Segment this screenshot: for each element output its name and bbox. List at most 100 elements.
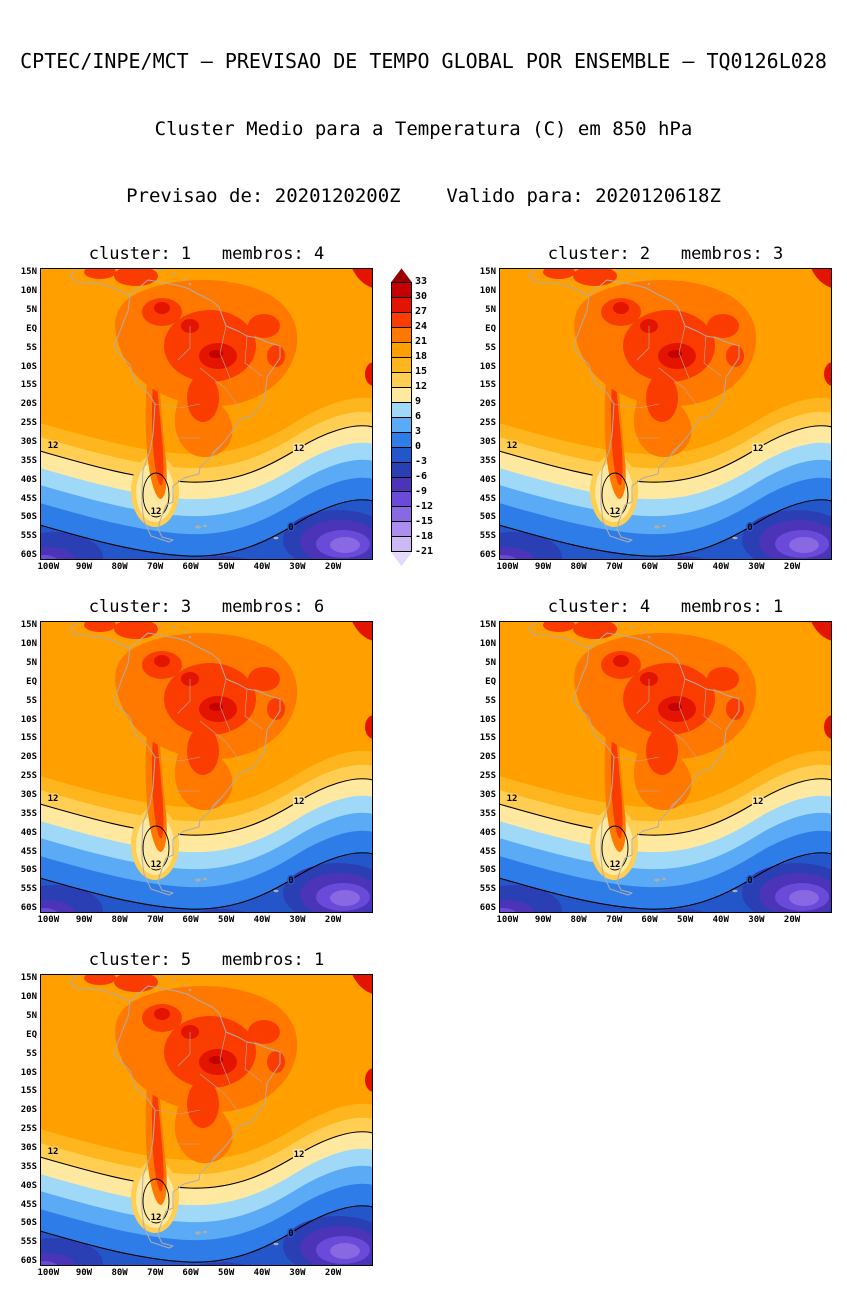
colorbar-color-swatch [391, 343, 412, 358]
lat-tick-label: 40S [20, 474, 37, 485]
lat-tick-label: 50S [479, 865, 496, 876]
lat-tick-label: 30S [20, 437, 37, 448]
lon-tick-label: 100W [37, 915, 60, 926]
colorbar-color-swatch [391, 372, 412, 388]
lon-tick-label: 90W [534, 562, 552, 573]
lon-tick-label: 60W [182, 1268, 199, 1279]
lon-tick-label: 90W [75, 1268, 93, 1279]
lat-tick-label: 55S [20, 1237, 37, 1248]
temperature-map [40, 974, 373, 1267]
colorbar-color-swatch [391, 462, 412, 478]
lon-tick-label: 30W [289, 915, 306, 926]
colorbar-color-swatch [391, 358, 412, 373]
colorbar-color-swatch [391, 477, 412, 493]
lat-tick-label: 40S [20, 827, 37, 838]
lat-tick-label: 10S [479, 361, 496, 372]
lat-tick-label: 60S [20, 550, 37, 561]
lon-tick-label: 70W [147, 562, 164, 573]
lat-tick-label: 5S [485, 342, 496, 353]
map-block: 15N 10N 5N EQ 5S 10S 15S 20S 25S 30S 35S 40S 45S 50S 5… [14, 621, 373, 926]
cluster-panel-2: cluster: 2 membros: 3 15N 10N 5N EQ 5S 10S 15S… [473, 244, 832, 573]
lat-tick-label: 35S [479, 808, 496, 819]
lon-tick-label: 60W [641, 562, 658, 573]
lat-tick-label: 25S [20, 1124, 37, 1135]
lat-tick-label: 55S [20, 531, 37, 542]
lon-tick-label: 90W [534, 915, 552, 926]
cluster-panel-5: cluster: 5 membros: 1 15N 10N 5N EQ 5S 10S 15S… [14, 950, 373, 1279]
lon-tick-label: 20W [324, 915, 342, 926]
lat-tick-label: EQ [485, 676, 496, 687]
lat-tick-label: 25S [20, 418, 37, 429]
lat-tick-label: 20S [20, 1105, 37, 1116]
lon-tick-label: 100W [496, 562, 519, 573]
temperature-map [499, 268, 832, 561]
subtitle: Cluster Medio para a Temperatura (C) em … [154, 117, 693, 140]
lon-axis: 100W 90W 80W 70W 60W 50W 40W 30W 20W [37, 560, 373, 573]
colorbar-color-swatch [391, 417, 412, 433]
lon-tick-label: 50W [677, 562, 694, 573]
lat-tick-label: 55S [20, 884, 37, 895]
main-title: CPTEC/INPE/MCT — PREVISAO DE TEMPO GLOBA… [20, 49, 827, 74]
colorbar-color-swatch [391, 447, 412, 463]
lon-tick-label: 40W [253, 562, 270, 573]
lat-tick-label: 40S [20, 1180, 37, 1191]
colorbar-color-swatch [391, 432, 412, 448]
lon-tick-label: 100W [37, 562, 60, 573]
lat-tick-label: 10S [20, 361, 37, 372]
lon-tick-label: 30W [289, 1268, 306, 1279]
lat-tick-label: 20S [20, 399, 37, 410]
lat-tick-label: 50S [20, 512, 37, 523]
lat-tick-label: 50S [479, 512, 496, 523]
colorbar-color-swatch [391, 282, 412, 299]
lat-tick-label: 35S [20, 455, 37, 466]
lon-axis: 100W 90W 80W 70W 60W 50W 40W 30W 20W [37, 913, 373, 926]
lat-tick-label: 35S [479, 455, 496, 466]
lat-tick-label: 30S [20, 790, 37, 801]
colorbar-labels: 33 30 27 24 21 18 15 12 9 6 3 0 -3 -6 -9 -12 -15 -18 -21 [415, 276, 434, 558]
lat-tick-label: 15N [20, 267, 37, 278]
cluster-panel-3: cluster: 3 membros: 6 15N 10N 5N EQ 5S 10S 15S… [14, 597, 373, 926]
lon-tick-label: 40W [253, 915, 270, 926]
colorbar-color-swatch [391, 313, 412, 329]
panel-title: cluster: 2 membros: 3 [547, 244, 784, 265]
lat-tick-label: EQ [26, 676, 37, 687]
lon-tick-label: 30W [748, 562, 765, 573]
lon-tick-label: 40W [253, 1268, 270, 1279]
colorbar-color-swatch [391, 492, 412, 508]
lat-axis: 15N 10N 5N EQ 5S 10S 15S 20S 25S 30S 35S 40S 45S 50S 5… [14, 268, 40, 560]
lon-tick-label: 20W [783, 915, 801, 926]
lat-tick-label: 15N [20, 620, 37, 631]
cluster-panel-1: cluster: 1 membros: 4 15N 10N 5N EQ 5S 10S 15S… [14, 244, 373, 573]
lat-tick-label: EQ [26, 1029, 37, 1040]
lat-tick-label: 15S [20, 1086, 37, 1097]
lat-tick-label: 60S [20, 903, 37, 914]
lat-tick-label: 15N [20, 973, 37, 984]
lat-axis: 15N 10N 5N EQ 5S 10S 15S 20S 25S 30S 35S 40S 45S 50S 5… [14, 621, 40, 913]
lon-tick-label: 50W [677, 915, 694, 926]
lat-tick-label: 5N [485, 305, 496, 316]
lat-axis: 15N 10N 5N EQ 5S 10S 15S 20S 25S 30S 35S 40S 45S 50S 5… [14, 974, 40, 1266]
forecast-times: Previsao de: 2020120200Z Valido para: 20… [126, 185, 721, 208]
lat-tick-label: 45S [20, 846, 37, 857]
map-block: 15N 10N 5N EQ 5S 10S 15S 20S 25S 30S 35S 40S 45S 50S 5… [14, 268, 373, 573]
colorbar: 33 30 27 24 21 18 15 12 9 6 3 0 -3 -6 -9 -12 -15 -18 -21 [391, 268, 467, 567]
lat-tick-label: 10S [479, 714, 496, 725]
map-block: 15N 10N 5N EQ 5S 10S 15S 20S 25S 30S 35S 40S 45S 50S 5… [14, 974, 373, 1279]
lat-tick-label: 15S [20, 380, 37, 391]
lat-tick-label: 50S [20, 865, 37, 876]
lon-tick-label: 70W [147, 915, 164, 926]
lat-tick-label: 10S [20, 714, 37, 725]
lat-tick-label: 5S [26, 1048, 37, 1059]
lat-tick-label: 20S [20, 752, 37, 763]
lon-tick-label: 20W [783, 562, 801, 573]
lon-tick-label: 80W [570, 562, 587, 573]
lon-tick-label: 70W [606, 562, 623, 573]
lat-tick-label: 5N [26, 658, 37, 669]
lat-tick-label: 60S [479, 550, 496, 561]
panel-title: cluster: 5 membros: 1 [88, 950, 325, 971]
cluster-panel-4: cluster: 4 membros: 1 15N 10N 5N EQ 5S 10S 15S… [473, 597, 832, 926]
lat-tick-label: EQ [485, 323, 496, 334]
lat-tick-label: 60S [479, 903, 496, 914]
lat-tick-label: 30S [479, 790, 496, 801]
lat-tick-label: 35S [20, 808, 37, 819]
